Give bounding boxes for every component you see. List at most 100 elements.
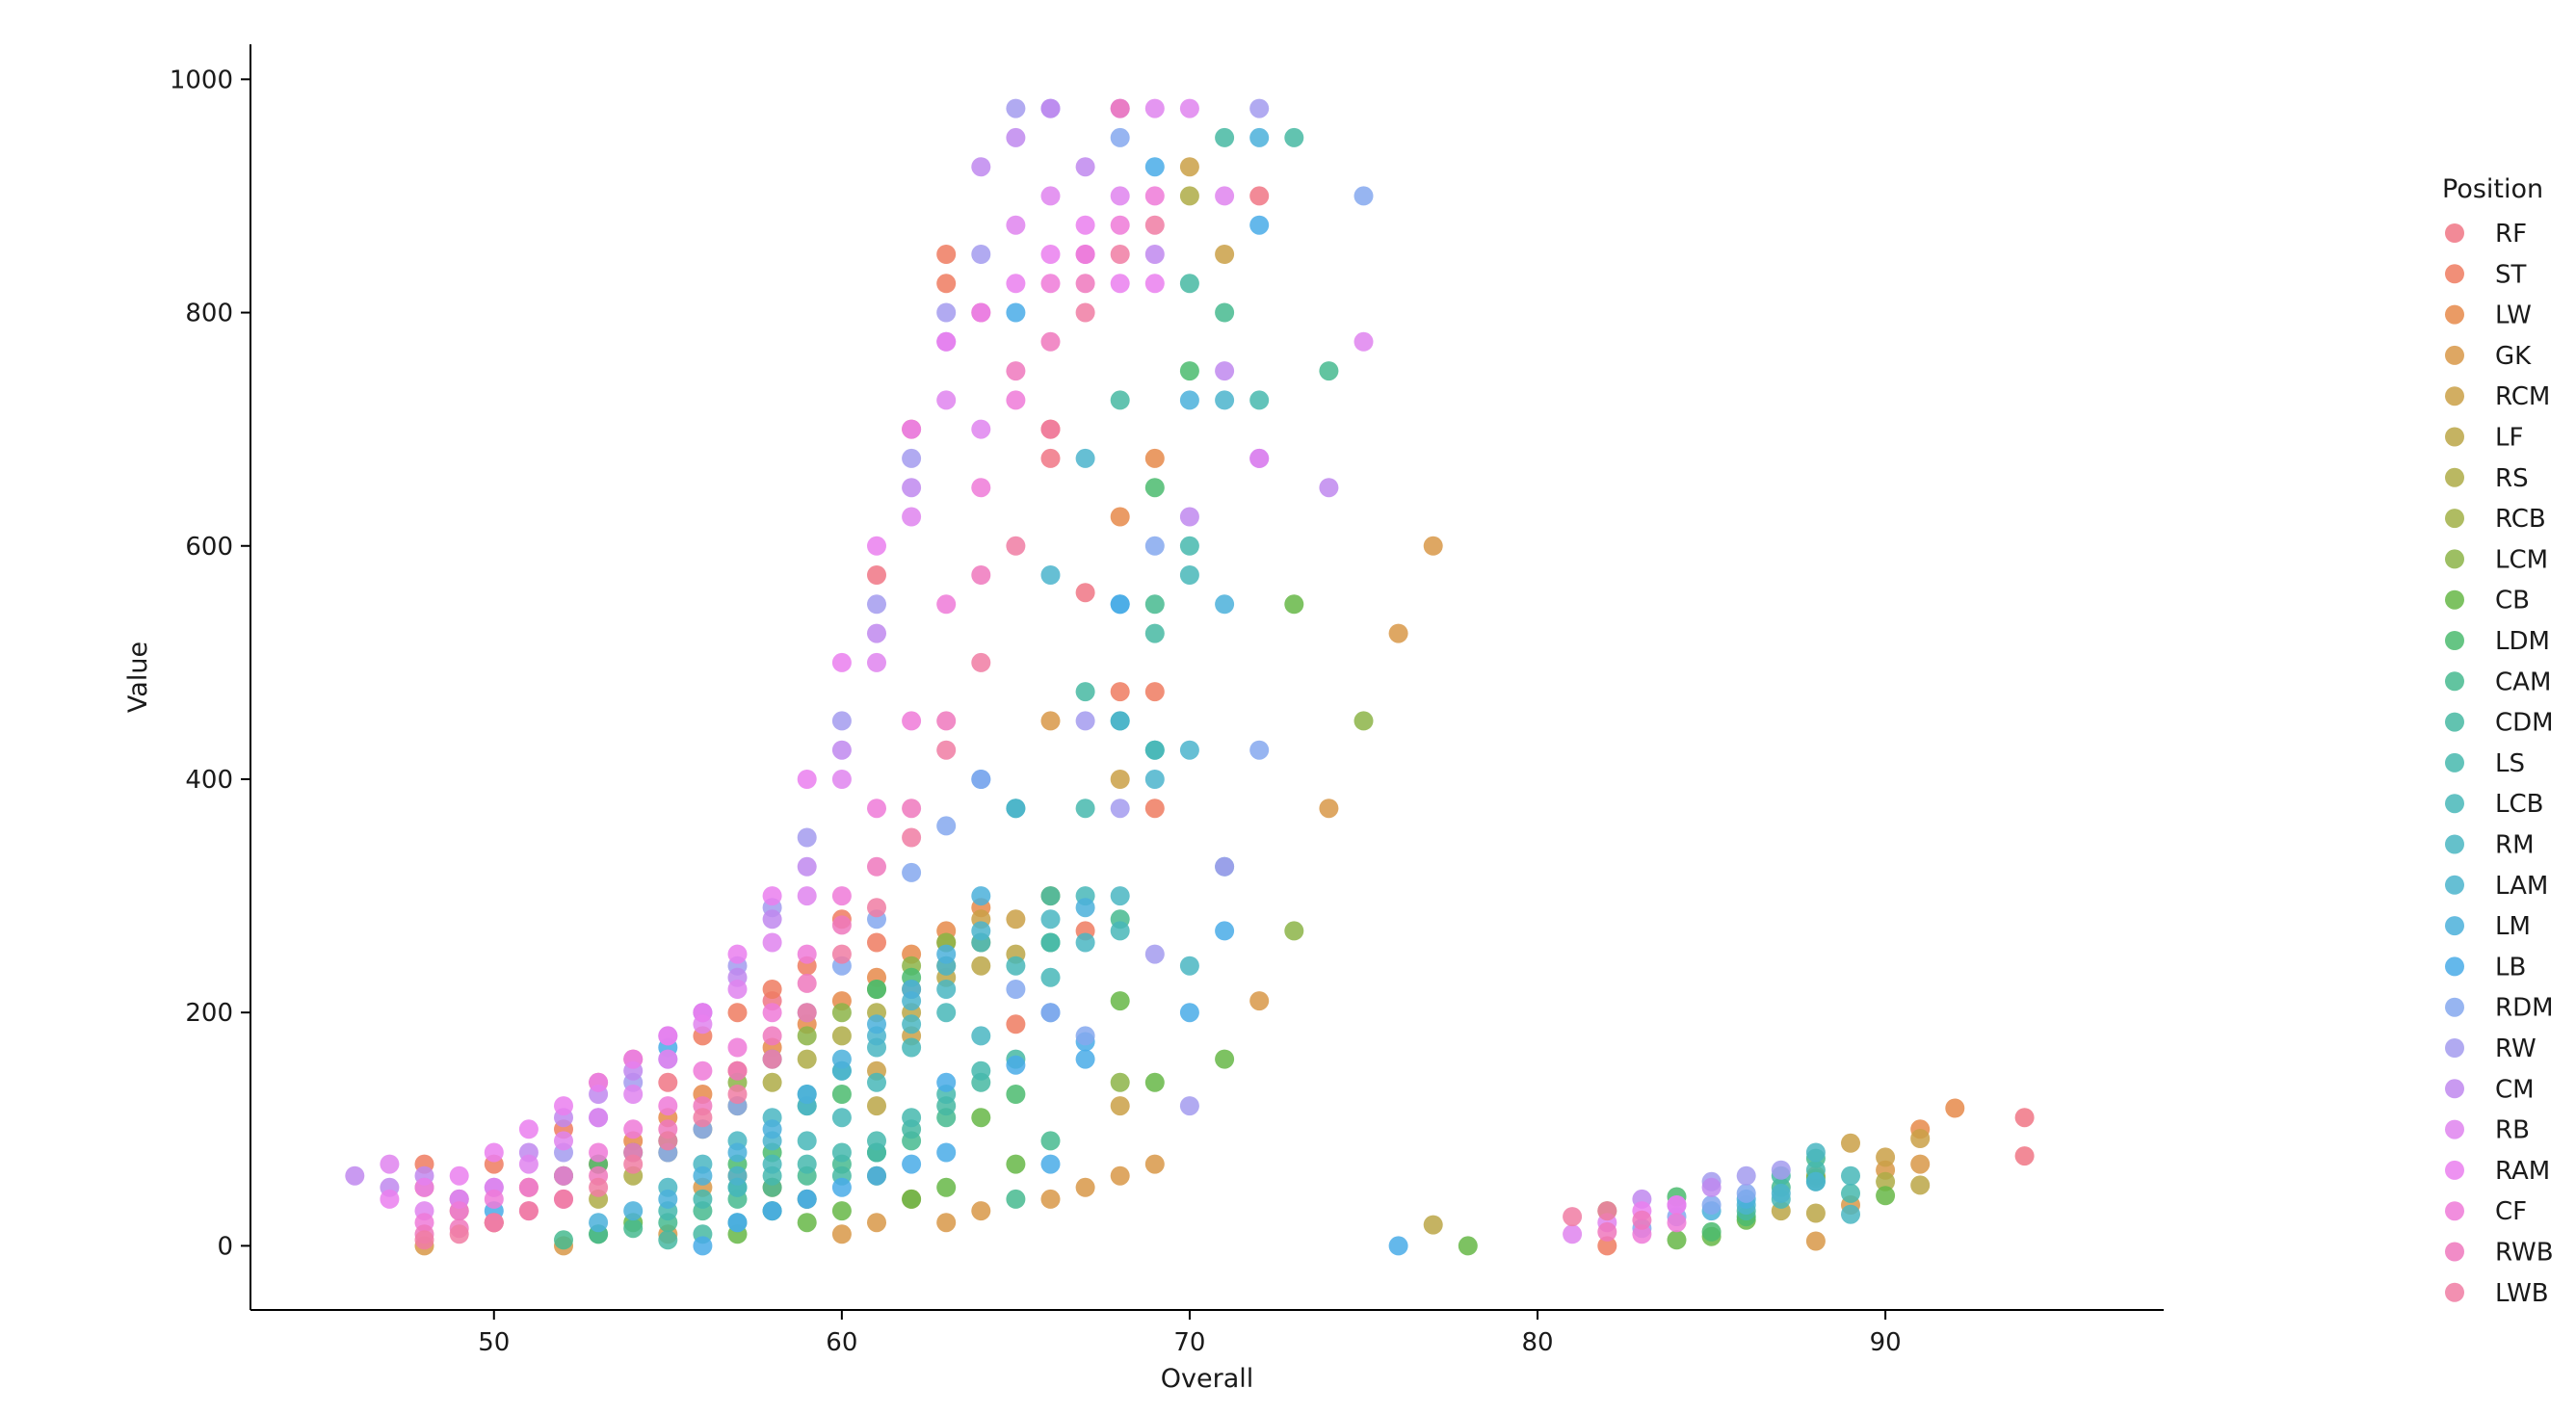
point-st [867, 932, 886, 953]
point-lm [589, 1213, 609, 1233]
point-lb [902, 1154, 922, 1174]
point-rs [797, 1049, 817, 1069]
point-lb [936, 1072, 957, 1092]
point-cb [971, 1108, 991, 1128]
point-rb [1040, 186, 1061, 206]
point-gk [1144, 1154, 1165, 1174]
legend-label-ls: LS [2495, 749, 2525, 778]
point-rcm [1215, 245, 1235, 264]
point-ram [554, 1096, 573, 1116]
point-lm [1075, 898, 1095, 918]
point-cm [1215, 361, 1235, 381]
point-rwb [971, 565, 991, 585]
point-st [762, 980, 782, 999]
point-rcm [1006, 909, 1026, 930]
point-lw [1110, 507, 1130, 527]
point-lwb [1597, 1201, 1617, 1221]
legend-label-rb: RB [2495, 1116, 2530, 1145]
point-rm [902, 1014, 922, 1034]
point-lam [1805, 1171, 1826, 1191]
point-lwb [623, 1154, 644, 1174]
point-cdm [1215, 127, 1235, 147]
y-tick-label: 1000 [170, 65, 233, 94]
point-cf [1144, 186, 1165, 206]
point-cdm [1110, 390, 1130, 410]
point-lcb [936, 1003, 957, 1023]
legend-marker-lwb [2445, 1282, 2464, 1302]
point-lam [1771, 1183, 1791, 1203]
legend-label-cdm: CDM [2495, 709, 2554, 738]
legend-label-rw: RW [2495, 1034, 2537, 1063]
point-lb [727, 1213, 748, 1233]
point-lb [1006, 302, 1026, 323]
point-lb [693, 1236, 713, 1256]
point-rwb [762, 1026, 782, 1046]
legend-marker-lw [2445, 304, 2464, 325]
point-ram [1110, 274, 1130, 294]
point-lm [902, 980, 922, 999]
point-rdm [1701, 1195, 1722, 1215]
axes-layer [250, 44, 2164, 1311]
point-gk [1249, 991, 1270, 1011]
point-lwb [1110, 245, 1130, 264]
point-ls [1841, 1183, 1860, 1203]
point-rb [936, 390, 957, 410]
point-cm [345, 1165, 365, 1186]
point-cm [971, 157, 991, 177]
legend-marker-rb [2445, 1119, 2464, 1139]
point-lb [1040, 1154, 1061, 1174]
point-ram [1040, 245, 1061, 264]
point-lcm [797, 1026, 817, 1046]
point-ls [971, 1060, 991, 1081]
point-cf [1006, 390, 1026, 410]
point-st [1006, 1014, 1026, 1034]
point-ram [867, 536, 886, 556]
point-gk [1110, 1165, 1130, 1186]
point-rdm [1144, 536, 1165, 556]
point-cb [1876, 1186, 1896, 1206]
legend-label-cb: CB [2495, 587, 2530, 615]
point-ram [693, 1003, 713, 1023]
point-rb [971, 419, 991, 439]
point-lwb [414, 1230, 434, 1250]
point-lwb [1040, 419, 1061, 439]
point-rb [380, 1154, 400, 1174]
point-ldm [867, 980, 886, 999]
point-cf [936, 594, 957, 615]
point-lwb [1144, 215, 1165, 235]
point-rb [1249, 448, 1270, 468]
legend-marker-rcb [2445, 509, 2464, 529]
point-cb [902, 1189, 922, 1209]
point-lf [1910, 1175, 1931, 1195]
point-rb [1006, 215, 1026, 235]
point-ldm [1006, 1085, 1026, 1104]
point-rw [902, 448, 922, 468]
point-cb [797, 1213, 817, 1233]
point-rs [831, 1026, 852, 1046]
points-layer [345, 98, 2035, 1256]
point-lb [797, 1189, 817, 1209]
point-rcm [1110, 770, 1130, 789]
point-lcb [1144, 740, 1165, 760]
point-rw [797, 827, 817, 848]
point-rf [2014, 1146, 2035, 1166]
legend-label-ram: RAM [2495, 1157, 2550, 1186]
point-rb [658, 1049, 678, 1069]
y-tick-label: 800 [185, 300, 233, 328]
point-lwb [762, 1049, 782, 1069]
point-lm [797, 1085, 817, 1104]
legend-marker-rf [2445, 223, 2464, 243]
point-rb [623, 1085, 644, 1104]
point-lcb [867, 1072, 886, 1092]
point-ls [902, 1108, 922, 1128]
point-rb [902, 507, 922, 527]
point-ldm [1701, 1221, 1722, 1242]
point-rb [1215, 186, 1235, 206]
point-rf [1040, 448, 1061, 468]
point-rs [1179, 186, 1199, 206]
point-rb [831, 770, 852, 789]
point-lcb [762, 1154, 782, 1174]
point-lwb [1006, 536, 1026, 556]
point-lw [1945, 1098, 1965, 1118]
